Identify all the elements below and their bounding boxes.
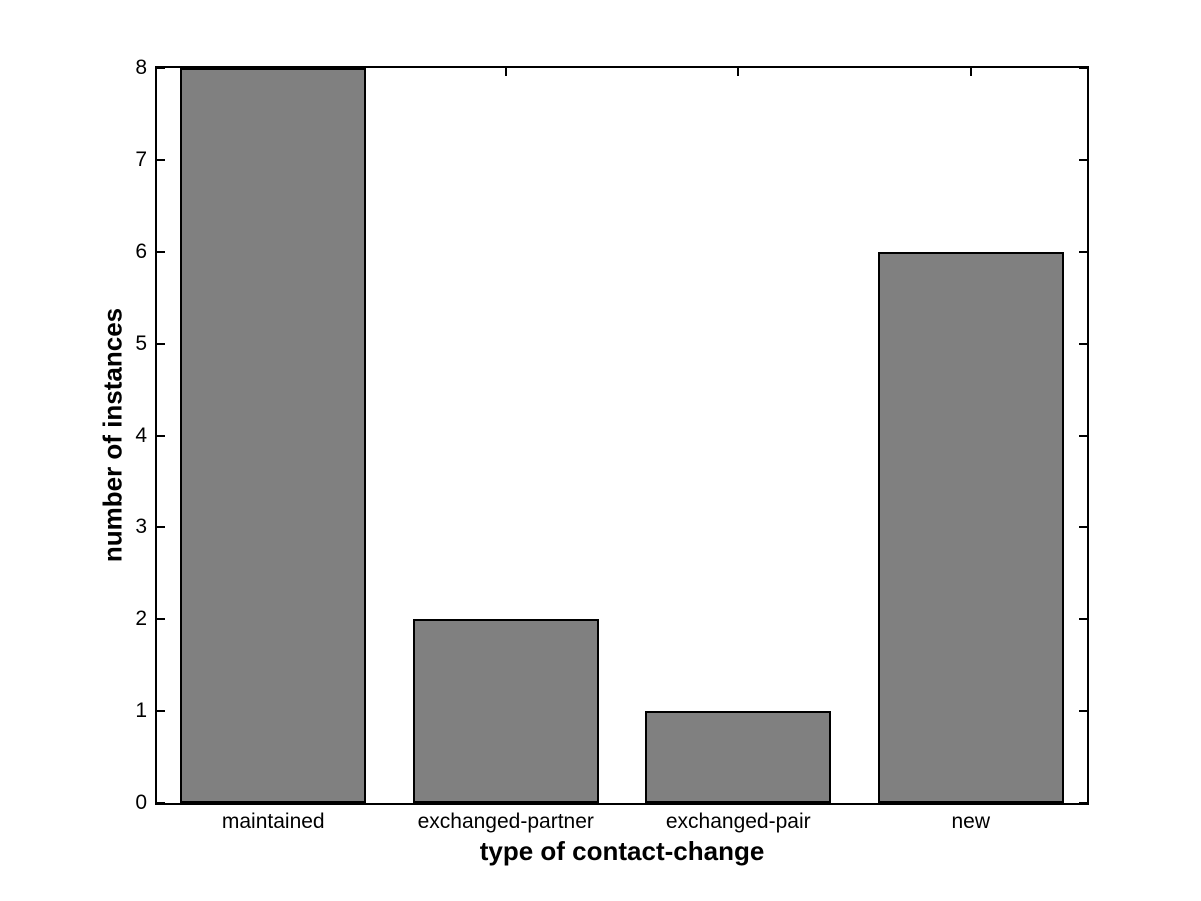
bar-exchanged-partner: [412, 619, 599, 803]
bar-exchanged-pair: [645, 711, 832, 803]
y-axis-tick-mirror: [1079, 434, 1087, 437]
y-axis-tick: [157, 67, 165, 69]
y-tick-label: 1: [135, 699, 147, 723]
y-tick-label: 2: [135, 607, 147, 631]
y-axis-tick-mirror: [1079, 618, 1087, 621]
y-tick-label: 3: [135, 515, 147, 539]
y-axis-tick-mirror: [1079, 342, 1087, 345]
y-tick-label: 6: [135, 239, 147, 263]
y-axis-tick: [157, 434, 165, 437]
y-tick-label: 7: [135, 147, 147, 171]
y-axis-tick: [157, 526, 165, 529]
y-axis-tick: [157, 802, 165, 804]
x-tick-label: exchanged-partner: [417, 810, 594, 833]
y-tick-label: 0: [135, 791, 147, 814]
bar-new: [877, 251, 1064, 803]
x-axis-tick-mirror: [504, 68, 507, 76]
y-tick-label: 5: [135, 331, 147, 355]
x-tick-label: exchanged-pair: [665, 810, 811, 833]
y-tick-label: 8: [135, 56, 147, 79]
y-axis-tick-mirror: [1079, 802, 1087, 804]
x-axis-label: type of contact-change: [479, 836, 765, 866]
plot-area: [155, 66, 1089, 805]
y-axis-tick-mirror: [1079, 710, 1087, 713]
y-axis-tick: [157, 618, 165, 621]
y-axis-tick-mirror: [1079, 250, 1087, 253]
y-axis-tick: [157, 250, 165, 253]
y-tick-label: 4: [135, 423, 147, 447]
y-axis-tick: [157, 342, 165, 345]
x-tick-label: maintained: [221, 810, 325, 833]
y-axis-tick-mirror: [1079, 526, 1087, 529]
x-tick-label: new: [951, 810, 991, 833]
y-axis-tick: [157, 158, 165, 161]
y-axis-tick-mirror: [1079, 158, 1087, 161]
y-axis-tick-mirror: [1079, 67, 1087, 69]
bar-maintained: [180, 68, 367, 803]
x-axis-tick-mirror: [969, 68, 972, 76]
y-axis-tick: [157, 710, 165, 713]
x-axis-tick-mirror: [737, 68, 740, 76]
